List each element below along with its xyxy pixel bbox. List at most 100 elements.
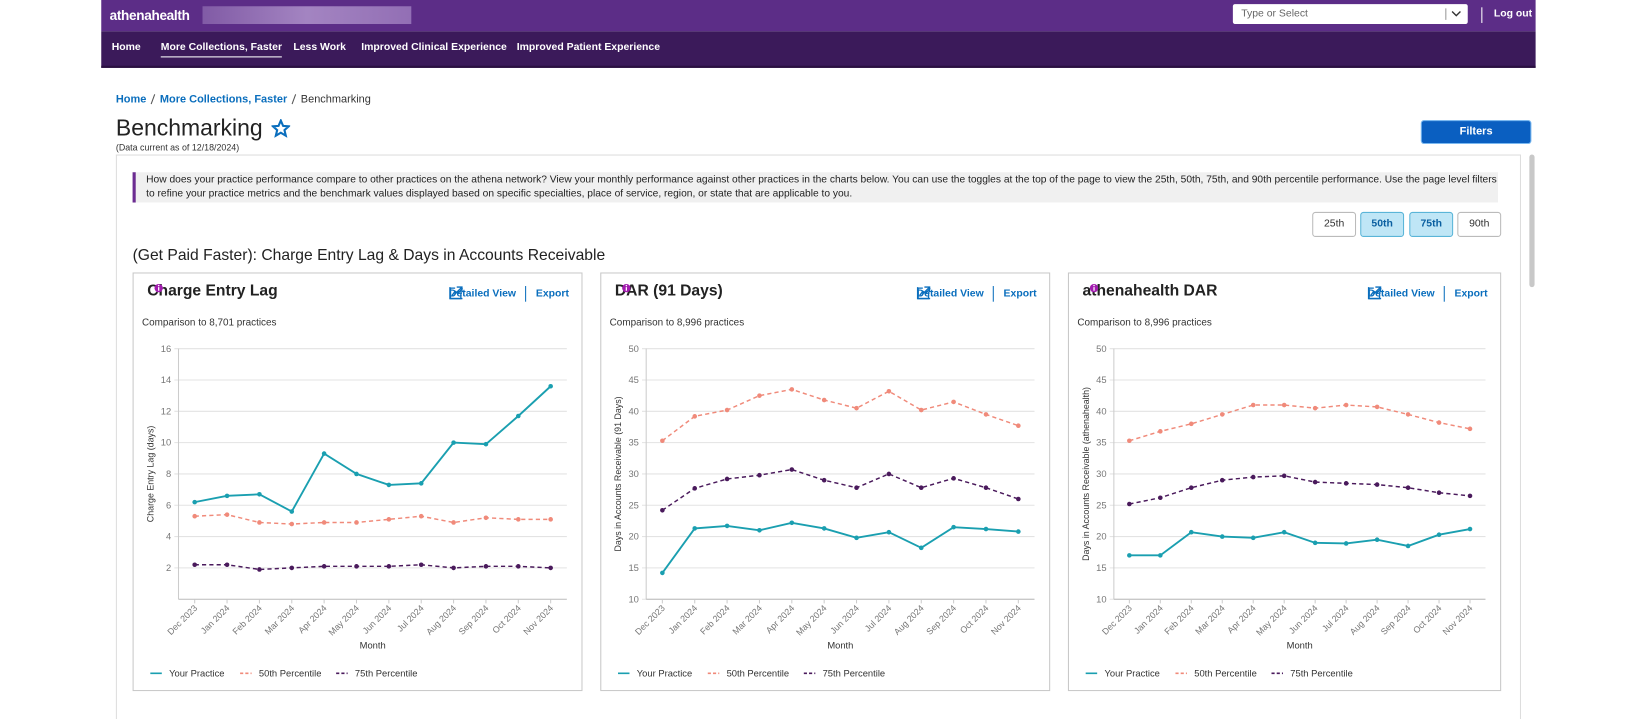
- info-icon[interactable]: [621, 282, 638, 295]
- nav-item[interactable]: More Collections, Faster: [160, 42, 283, 58]
- export-link[interactable]: Export: [1454, 288, 1488, 300]
- y-tick-label: 50: [1096, 343, 1106, 354]
- logo[interactable]: athenahealth: [109, 7, 190, 23]
- data-point: [983, 485, 989, 491]
- data-point: [1281, 473, 1287, 479]
- data-point: [951, 524, 956, 530]
- x-tick-label: Mar 2024: [730, 603, 764, 637]
- data-point: [192, 499, 197, 505]
- data-point: [224, 512, 230, 517]
- data-point: [451, 520, 456, 525]
- breadcrumb-item[interactable]: More Collections, Faster: [159, 92, 288, 106]
- export-icon-shape: [449, 286, 463, 300]
- export-icon: [1368, 286, 1382, 300]
- favorite-star[interactable]: [271, 119, 290, 138]
- series-line: [1129, 475, 1471, 505]
- data-point: [1312, 540, 1318, 546]
- filters-button[interactable]: Filters: [1420, 120, 1532, 145]
- x-axis-label: Month: [827, 639, 853, 650]
- detailed-view-link[interactable]: Detailed View: [916, 288, 984, 300]
- y-tick-label: 4: [166, 531, 171, 542]
- x-tick-label: Oct 2024: [958, 603, 991, 636]
- x-tick-label: Jul 2024: [1320, 603, 1351, 634]
- breadcrumb-item[interactable]: Home: [115, 92, 147, 106]
- legend-label: 75th Percentile: [355, 667, 418, 678]
- x-tick-label: Jan 2024: [666, 603, 699, 636]
- y-tick-label: 45: [628, 374, 638, 385]
- detailed-view-link[interactable]: Detailed View: [1367, 288, 1435, 300]
- card-subtitle: Comparison to 8,996 practices: [1077, 317, 1212, 329]
- percentile-toggle[interactable]: 50th: [1360, 211, 1405, 237]
- card-title: DAR (91 Days): [614, 281, 723, 300]
- data-point: [1016, 529, 1021, 534]
- percentile-toggle[interactable]: 75th: [1409, 211, 1454, 237]
- data-point: [321, 451, 327, 456]
- info-icon[interactable]: [153, 282, 170, 295]
- intro-text: How does your practice performance compa…: [132, 172, 1499, 203]
- chart-card: 10 15 20 25 30 35 40 45 50 Days in Accounts Recei…: [1067, 272, 1502, 692]
- x-tick-label: Nov 2024: [989, 603, 1023, 637]
- data-point: [289, 509, 295, 514]
- data-point: [1158, 553, 1163, 558]
- x-tick-label: Mar 2024: [263, 603, 297, 637]
- export-icon-shape: [1368, 286, 1382, 300]
- x-tick-label: Feb 2024: [698, 603, 732, 637]
- card-title-row: DAR (91 Days): [615, 282, 723, 300]
- percentile-toggle[interactable]: 90th: [1457, 211, 1502, 237]
- data-point: [1405, 543, 1411, 549]
- logout-link[interactable]: Log out: [1493, 8, 1533, 20]
- data-point: [257, 567, 262, 572]
- data-point: [1436, 420, 1442, 425]
- info-glyph: [157, 284, 160, 287]
- x-tick-label: May 2024: [794, 603, 829, 638]
- card-links: Detailed View Export: [449, 286, 569, 302]
- top-bar: athenahealth Type or Select Log out: [101, 0, 1536, 32]
- y-tick-label: 25: [628, 499, 638, 510]
- x-tick-label: Aug 2024: [892, 603, 926, 637]
- data-point: [548, 565, 553, 571]
- x-axis-label: Month: [1287, 639, 1313, 650]
- data-point: [1127, 438, 1132, 444]
- card-links: Detailed View Export: [917, 286, 1037, 302]
- detailed-view-link[interactable]: Detailed View: [448, 288, 517, 300]
- percentile-toggle[interactable]: 25th: [1312, 211, 1357, 237]
- y-tick-label: 2: [166, 562, 171, 573]
- data-point: [660, 570, 665, 576]
- x-tick-label: May 2024: [326, 603, 361, 638]
- series-line: [194, 564, 551, 571]
- y-tick-label: 14: [161, 374, 171, 385]
- data-point: [821, 526, 827, 531]
- y-tick-label: 6: [166, 499, 171, 510]
- practice-select[interactable]: Type or Select: [1232, 4, 1468, 25]
- nav-item[interactable]: Improved Patient Experience: [516, 41, 661, 54]
- info-icon[interactable]: [1089, 282, 1106, 295]
- export-link[interactable]: Export: [1003, 288, 1037, 300]
- x-tick-label: May 2024: [1254, 603, 1289, 638]
- chart-card: 2 4 6 8 10 12 14 16 Charge Entry Lag (days) Dec 2…: [132, 272, 583, 692]
- breadcrumb-separator: [150, 94, 156, 105]
- data-point: [224, 493, 230, 499]
- x-tick-label: Aug 2024: [1348, 603, 1382, 637]
- nav-item[interactable]: Improved Clinical Experience: [361, 41, 507, 54]
- data-point: [757, 393, 762, 398]
- y-tick-label: 30: [1096, 468, 1106, 479]
- export-link[interactable]: Export: [535, 288, 569, 300]
- legend-label: 75th Percentile: [823, 667, 886, 678]
- info-glyph: [625, 284, 628, 287]
- export-icon: [449, 286, 463, 300]
- x-tick-label: Jan 2024: [1132, 603, 1165, 636]
- nav-item[interactable]: Less Work: [293, 41, 346, 54]
- nav-item[interactable]: Home: [111, 41, 141, 54]
- content-panel: [115, 154, 1521, 719]
- x-tick-label: Feb 2024: [1162, 603, 1196, 637]
- series-line: [1129, 404, 1471, 442]
- y-tick-label: 12: [161, 405, 171, 416]
- data-point: [1374, 537, 1380, 543]
- data-point: [1343, 402, 1349, 408]
- data-point: [660, 507, 665, 513]
- data-point: [1250, 535, 1256, 541]
- legend-label: 75th Percentile: [1290, 667, 1353, 678]
- legend-label: Your Practice: [1104, 667, 1159, 678]
- x-tick-label: Oct 2024: [1411, 603, 1444, 636]
- data-point: [1374, 482, 1380, 487]
